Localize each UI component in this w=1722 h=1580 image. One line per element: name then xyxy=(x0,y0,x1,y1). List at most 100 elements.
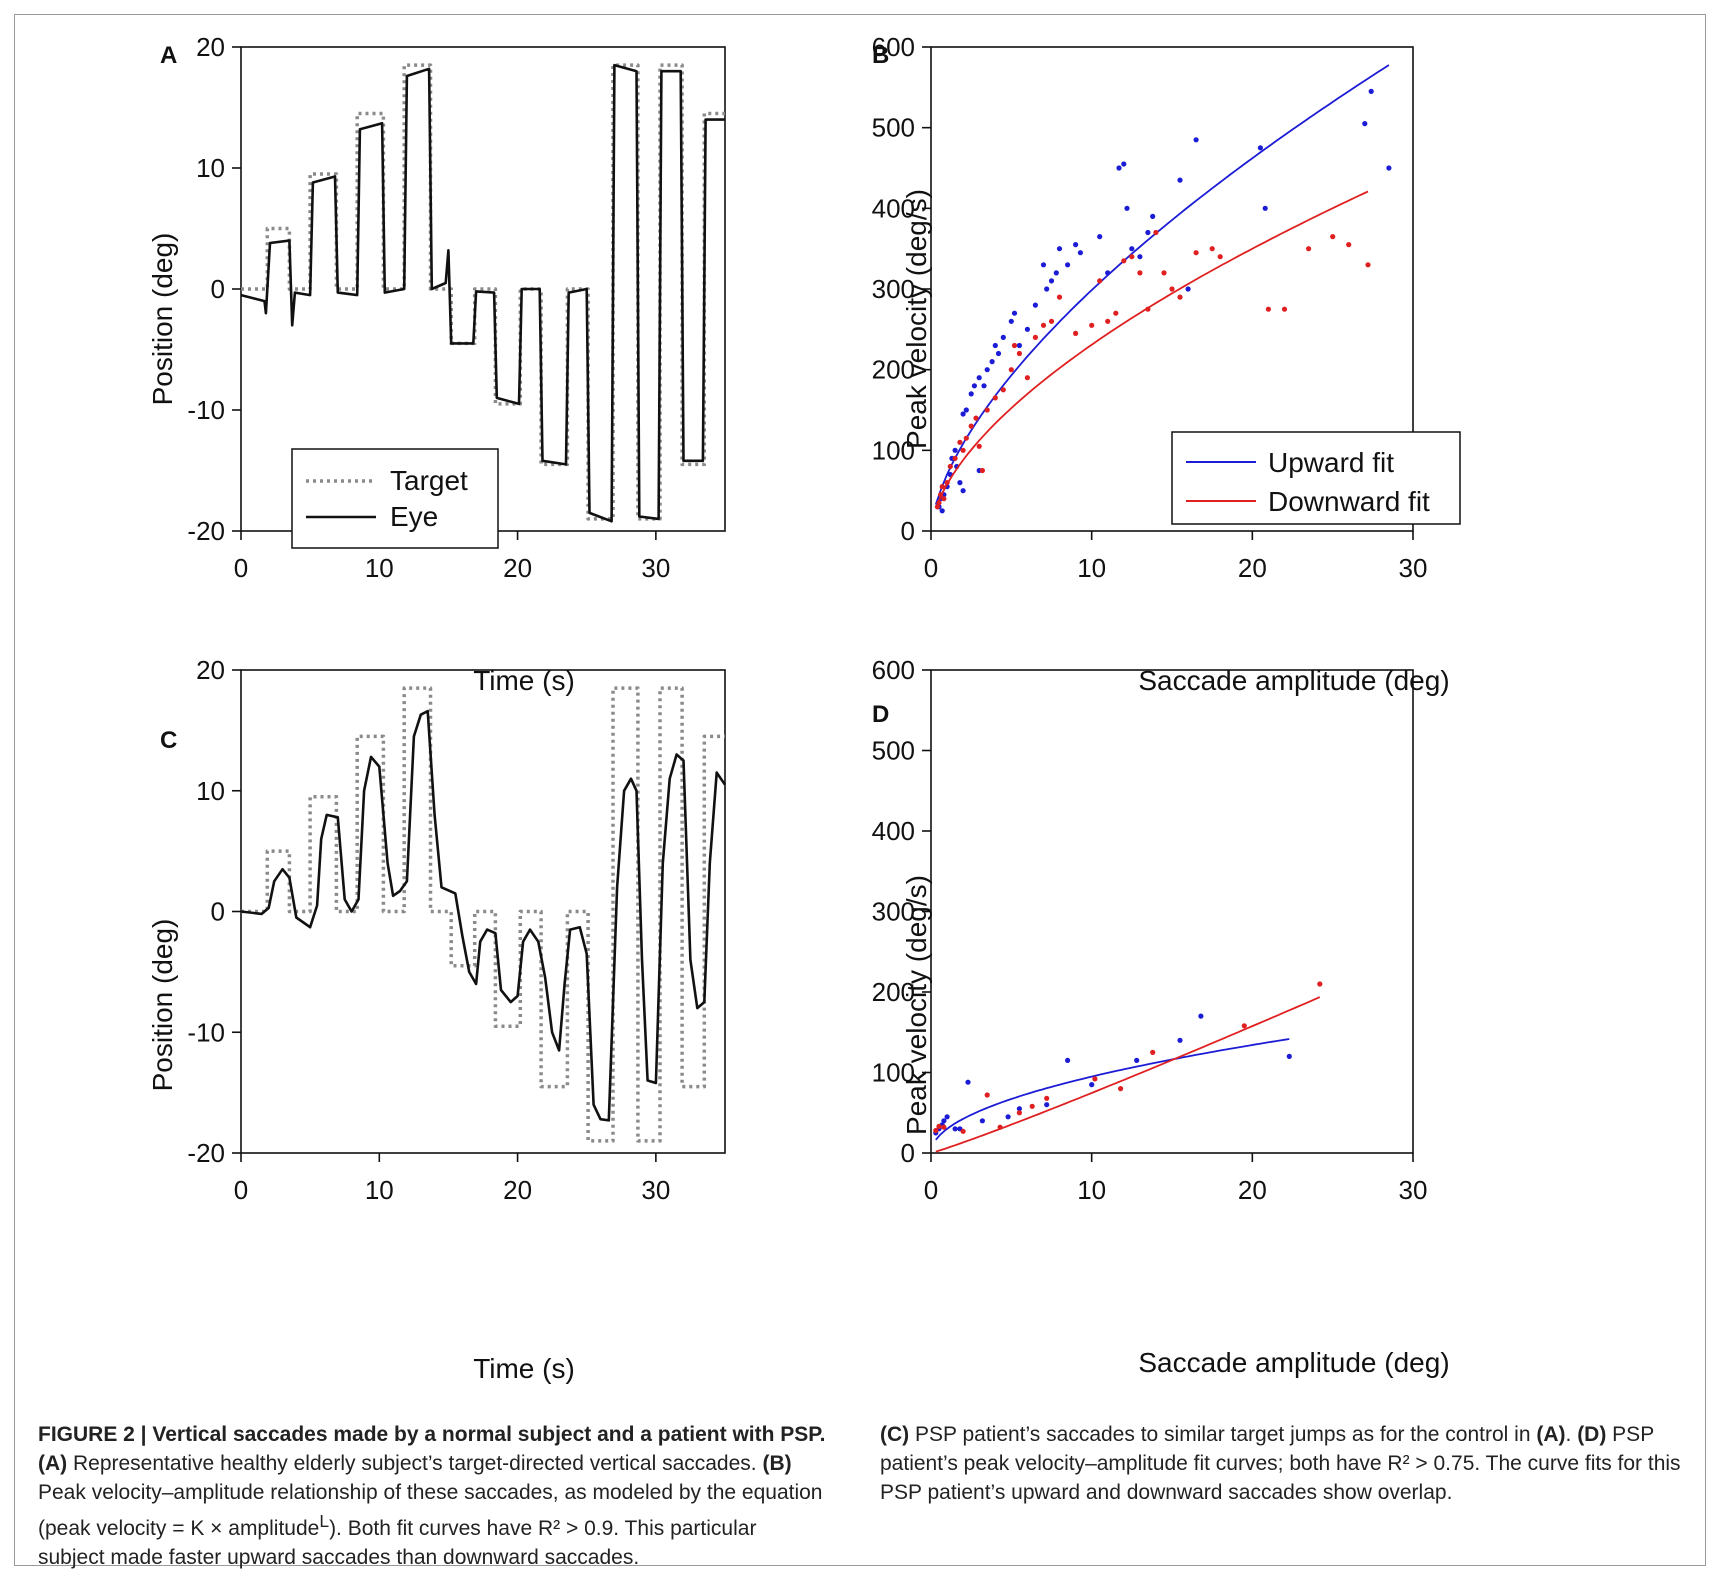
panel-b-point-upward xyxy=(976,375,982,381)
panel-d-point-upward xyxy=(941,1118,947,1124)
panel-b-point-upward xyxy=(1105,270,1111,276)
panel-b-point-downward xyxy=(1161,270,1167,276)
panel-b-point-downward xyxy=(968,423,974,429)
panel-a-xtick-label: 10 xyxy=(365,553,394,583)
panel-d-xtick-label: 20 xyxy=(1238,1175,1267,1205)
panel-d-point-downward xyxy=(1241,1023,1247,1029)
panel-b-point-upward xyxy=(957,480,963,486)
panel-b-xtick-label: 30 xyxy=(1399,553,1428,583)
panel-b-point-downward xyxy=(1024,375,1030,381)
caption-b-text: Peak velocity–amplitude relationship of … xyxy=(38,1481,823,1540)
panel-b-point-downward xyxy=(1016,350,1023,357)
panel-b-point-upward xyxy=(1073,242,1079,248)
panel-d-ytick-label: 600 xyxy=(872,655,915,685)
caption-b-sup: L xyxy=(319,1511,330,1531)
panel-b-point-downward xyxy=(1209,246,1215,252)
panel-b-point-downward xyxy=(1265,306,1271,312)
panel-b-point-upward xyxy=(1048,278,1055,284)
panel-b-point-upward xyxy=(952,447,958,453)
panel-b-point-downward xyxy=(1113,310,1119,316)
panel-d-point-downward xyxy=(1044,1095,1050,1101)
panel-a-series-eye xyxy=(240,63,725,523)
panel-b-axes: 600 500 400 300 200 100 00 10 20 30 xyxy=(872,32,1428,583)
panel-b-point-downward xyxy=(936,500,942,506)
panel-d-point-downward xyxy=(1092,1076,1098,1082)
panel-b-point-upward xyxy=(1137,254,1143,260)
panel-b-point-upward xyxy=(1257,145,1263,151)
panel-b-point-downward xyxy=(1073,330,1079,336)
panel-b-point-upward xyxy=(1362,121,1368,127)
panel-d-xlabel: Saccade amplitude (deg) xyxy=(1138,1347,1449,1378)
panel-b-point-downward xyxy=(1193,250,1199,256)
panel-d-point-downward xyxy=(1029,1103,1035,1109)
panel-b-point-downward xyxy=(952,455,958,461)
panel-b-point-downward xyxy=(1011,342,1018,349)
panel-c-label: C xyxy=(160,727,177,754)
panel-b-point-upward xyxy=(1177,177,1183,183)
panel-b-ytick-label: 0 xyxy=(901,516,915,546)
panel-c-plot-frame xyxy=(240,669,726,1154)
panel-b-point-upward xyxy=(939,508,945,514)
panel-b-point-downward xyxy=(1153,229,1159,236)
panel-b-point-upward xyxy=(1000,334,1006,340)
panel-b-point-upward xyxy=(1040,262,1047,268)
panel-b-point-downward xyxy=(1217,254,1223,260)
panel-b-legend: Upward fit Downward fit xyxy=(1171,431,1461,525)
panel-b-point-upward xyxy=(968,391,974,397)
panel-b-point-downward xyxy=(1365,262,1371,268)
panel-d-point-downward xyxy=(960,1128,966,1134)
panel-b-point-upward xyxy=(981,383,987,389)
panel-d-ytick-label: 0 xyxy=(901,1138,915,1168)
panel-b-xtick-label: 0 xyxy=(924,553,938,583)
panel-b-point-downward xyxy=(1008,367,1014,373)
figure-frame xyxy=(14,14,1706,1566)
panel-b-point-downward xyxy=(1105,318,1111,324)
panel-b-point-downward xyxy=(992,395,998,401)
panel-b-point-downward xyxy=(1306,246,1312,252)
panel-b-point-downward xyxy=(976,443,982,449)
panel-b-point-downward xyxy=(939,484,945,490)
panel-b-point-upward xyxy=(960,488,966,494)
panel-b-point-downward xyxy=(1281,306,1288,312)
panel-d-point-downward xyxy=(984,1092,990,1098)
panel-b-point-upward xyxy=(1386,165,1392,171)
panel-b-point-upward xyxy=(1124,205,1130,211)
caption-a-tag: (A) xyxy=(38,1452,68,1475)
panel-a-axes: 20 10 0 -10 -20 0 10 20 30 xyxy=(187,32,726,583)
panel-d-point-upward xyxy=(1044,1102,1050,1108)
panel-d-xtick-label: 10 xyxy=(1077,1175,1106,1205)
panel-b-ylabel: Peak velocity (deg/s) xyxy=(901,189,932,449)
panel-c-ytick-label: -20 xyxy=(187,1138,225,1168)
panel-b-point-upward xyxy=(1116,165,1122,171)
panel-c-xtick-label: 0 xyxy=(234,1175,248,1205)
panel-b-point-downward xyxy=(960,447,966,453)
panel-d-fit-downward xyxy=(935,996,1321,1153)
panel-b-point-downward xyxy=(979,467,986,474)
panel-a-ytick-label: -10 xyxy=(187,395,225,425)
panel-c-ytick-label: 20 xyxy=(196,655,225,685)
panel-d-plot-frame xyxy=(930,669,1414,1154)
panel-d-point-upward xyxy=(1134,1057,1140,1063)
panel-d-fit-upward xyxy=(935,1038,1290,1141)
panel-b-point-downward xyxy=(1056,294,1063,300)
panel-c-xtick-label: 20 xyxy=(503,1175,532,1205)
panel-b-point-downward xyxy=(941,496,947,502)
panel-c-xlabel: Time (s) xyxy=(473,1353,575,1384)
panel-b-point-upward xyxy=(1065,262,1071,268)
panel-d: D 600 500 400 300 200 100 00 10 20 30 Saccade amp… xyxy=(872,655,1450,1378)
panel-b-point-upward xyxy=(960,411,966,417)
panel-a-ytick-label: 0 xyxy=(211,274,225,304)
panel-d-point-upward xyxy=(944,1114,950,1120)
panel-b-point-downward xyxy=(1000,387,1006,393)
caption-d-tag: (D) xyxy=(1577,1423,1607,1446)
panel-a-legend: Target Eye xyxy=(291,448,499,549)
panel-a-xtick-label: 20 xyxy=(503,553,532,583)
panel-a-ytick-label: 20 xyxy=(196,32,225,62)
panel-b-ytick-label: 100 xyxy=(872,435,915,465)
panel-d-point-downward xyxy=(1016,1110,1023,1116)
panel-b-point-upward xyxy=(1024,326,1030,332)
panel-a-legend-box xyxy=(291,448,499,549)
panel-b-point-upward xyxy=(995,350,1002,357)
caption-d-text: PSP patient’s peak velocity–amplitude fi… xyxy=(880,1423,1681,1504)
